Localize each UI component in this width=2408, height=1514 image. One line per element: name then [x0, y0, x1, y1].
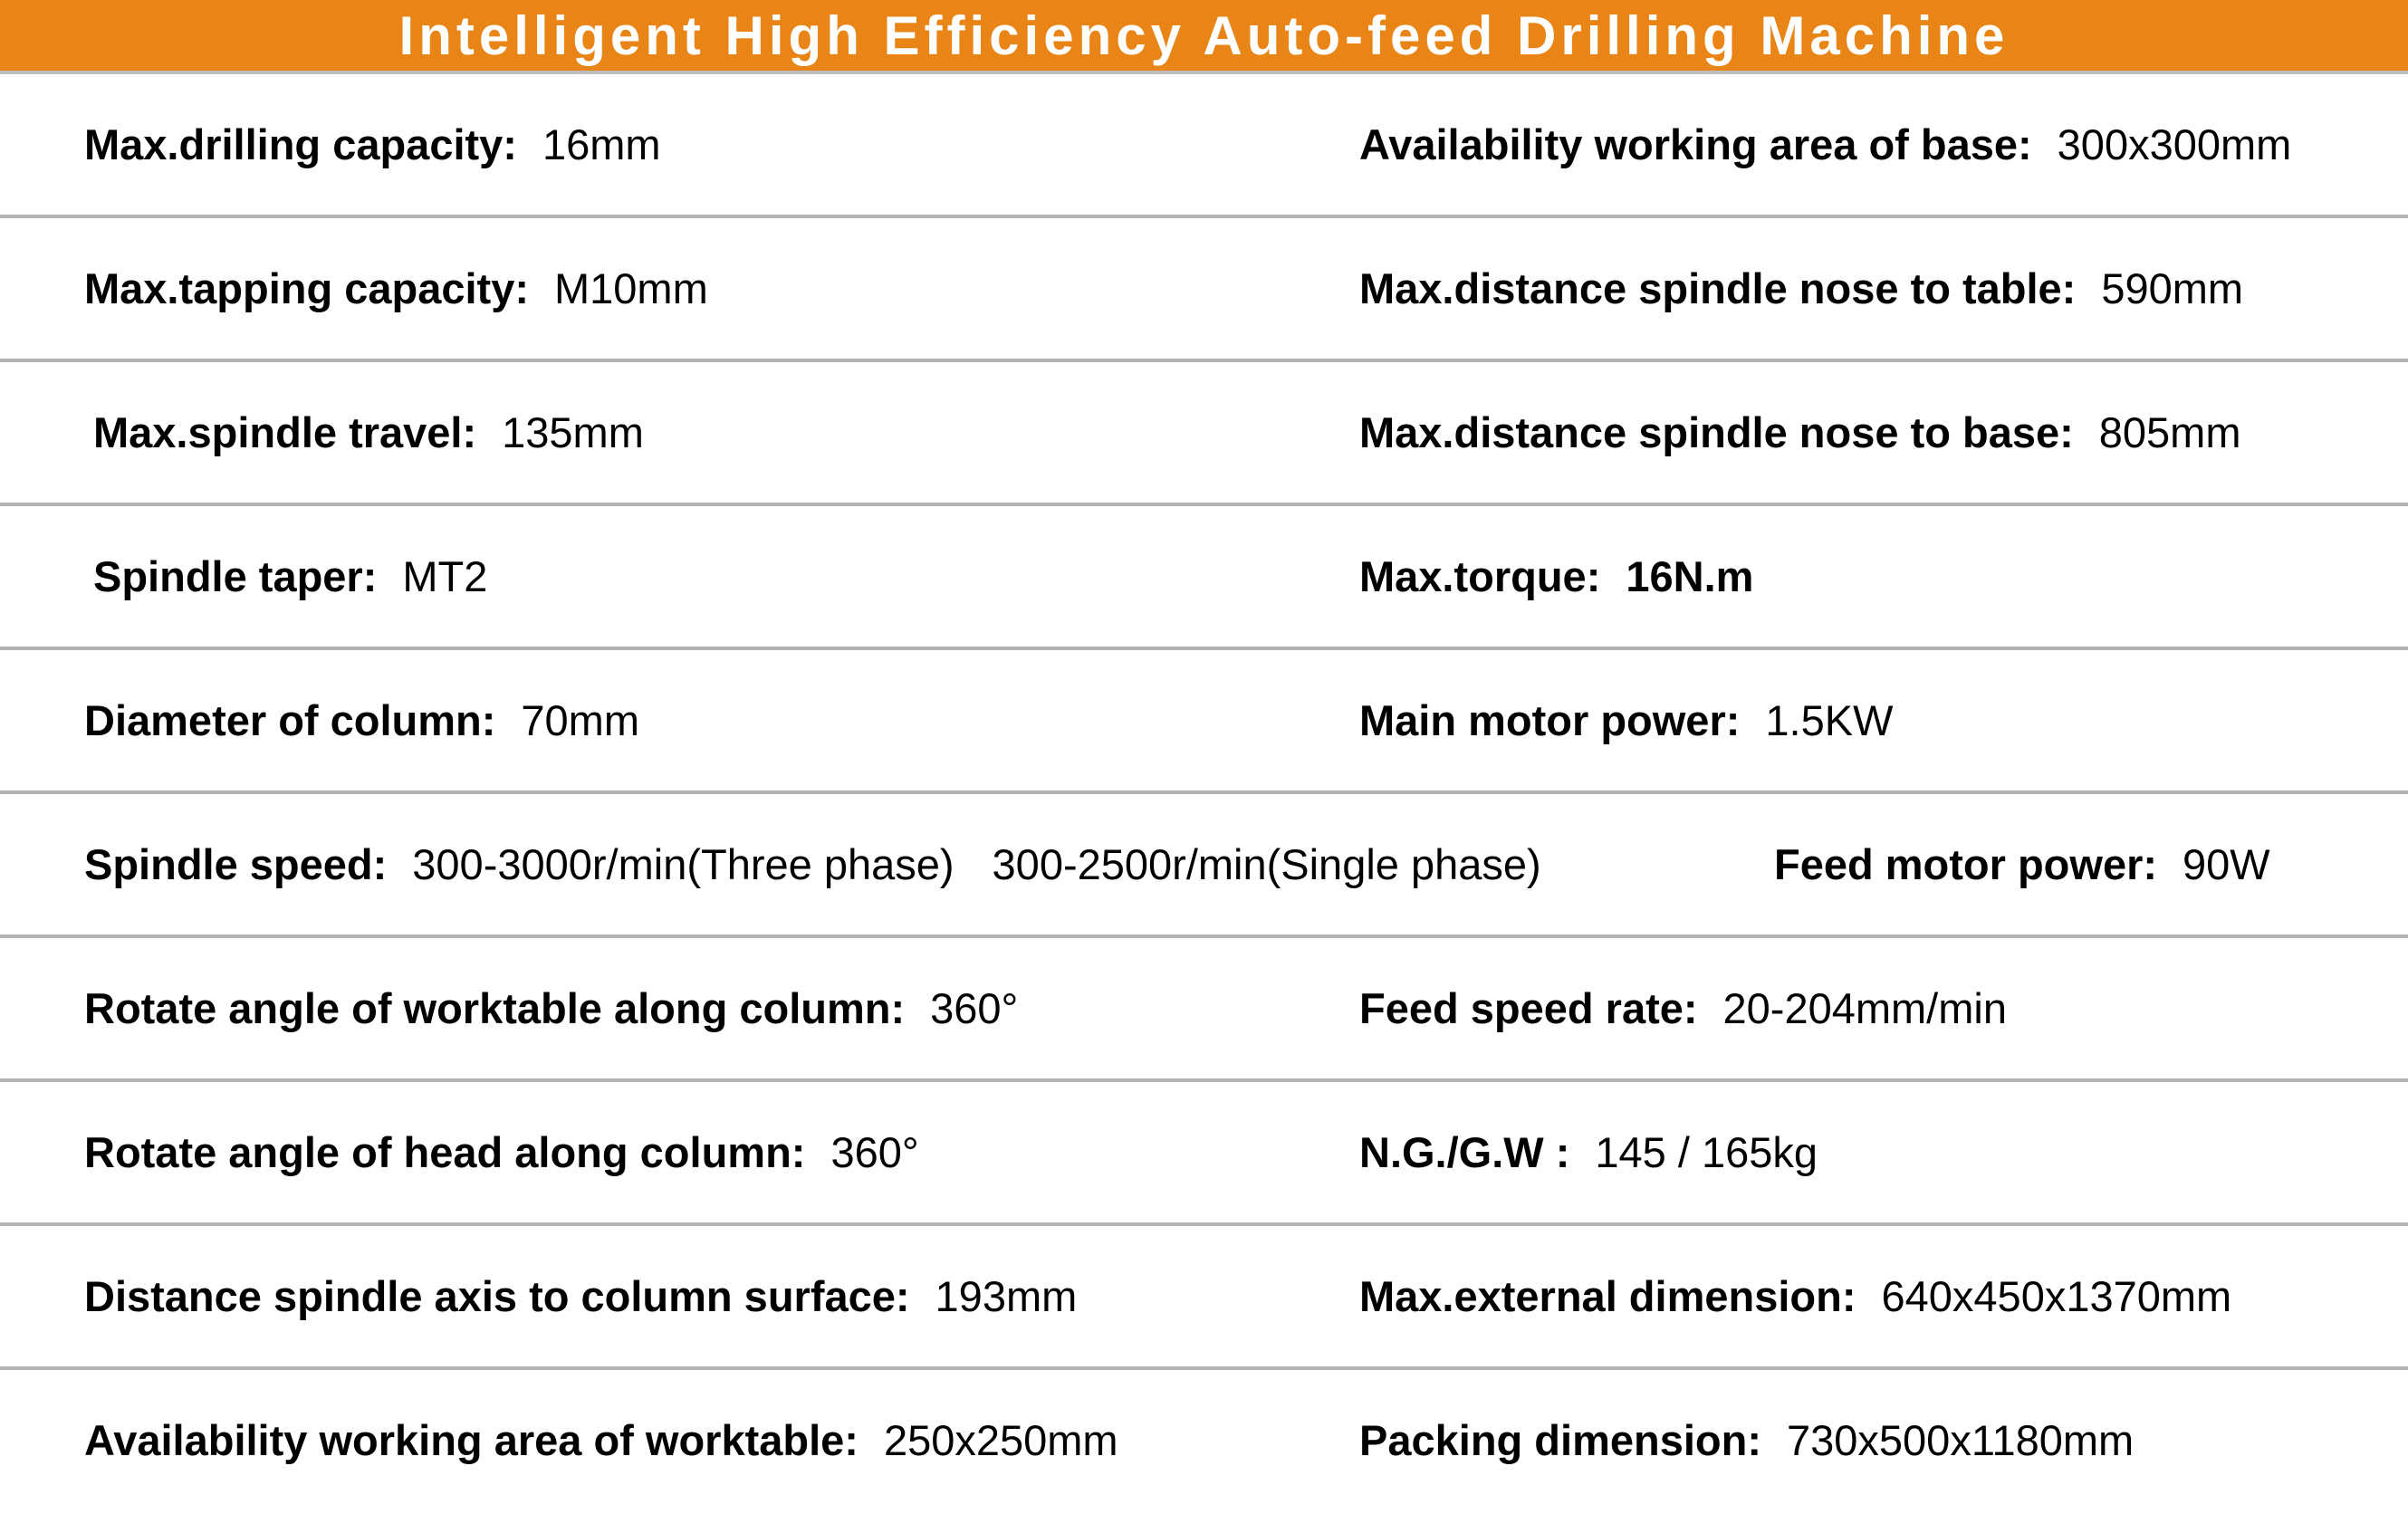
spec-row: Rotate angle of head along column: 360° N.… — [0, 1082, 2408, 1226]
spec-right: N.G./G.W : 145 / 165kg — [1359, 1082, 1818, 1222]
spec-label: Rotate angle of head along column: — [84, 1128, 806, 1176]
spec-value: 16mm — [542, 120, 661, 168]
spec-left: Availability working area of worktable: 2… — [84, 1370, 1118, 1510]
spec-label: Max.torque: — [1359, 552, 1601, 600]
spec-label: Spindle speed: — [84, 840, 388, 888]
spec-value: 1.5KW — [1765, 696, 1894, 744]
spec-label: Max.external dimension: — [1359, 1272, 1856, 1320]
spec-row: Diameter of column: 70mm Main motor power:… — [0, 650, 2408, 794]
spec-value: 590mm — [2101, 264, 2244, 312]
spec-value: 300x300mm — [2057, 120, 2292, 168]
spec-value: 640x450x1370mm — [1881, 1272, 2232, 1320]
spec-left: Max.tapping capacity: M10mm — [84, 218, 708, 359]
spec-right: Feed motor power: 90W — [1774, 794, 2270, 934]
spec-row: Distance spindle axis to column surface:… — [0, 1226, 2408, 1370]
spec-left: Max.spindle travel: 135mm — [93, 362, 644, 503]
spec-value: 730x500x1180mm — [1786, 1416, 2135, 1464]
spec-right: Max.external dimension: 640x450x1370mm — [1359, 1226, 2231, 1366]
spec-right: Feed speed rate: 20-204mm/min — [1359, 938, 2007, 1078]
spec-label: Rotate angle of worktable along column: — [84, 984, 906, 1032]
spec-value: 16N.m — [1626, 552, 1754, 600]
spec-left: Max.drilling capacity: 16mm — [84, 74, 661, 215]
spec-left: Spindle taper: MT2 — [93, 506, 487, 647]
spec-label: N.G./G.W : — [1359, 1128, 1570, 1176]
spec-row: Max.drilling capacity: 16mm Availability w… — [0, 74, 2408, 218]
spec-value: M10mm — [554, 264, 708, 312]
spec-right: Main motor power: 1.5KW — [1359, 650, 1893, 791]
spec-label: Max.distance spindle nose to table: — [1359, 264, 2077, 312]
spec-label: Max.drilling capacity: — [84, 120, 517, 168]
spec-left: Diameter of column: 70mm — [84, 650, 639, 791]
spec-label: Diameter of column: — [84, 696, 496, 744]
spec-left: Rotate angle of worktable along column: 3… — [84, 938, 1018, 1078]
spec-value: 193mm — [935, 1272, 1078, 1320]
spec-value: 20-204mm/min — [1722, 984, 2007, 1032]
spec-label: Feed speed rate: — [1359, 984, 1698, 1032]
spec-value: 90W — [2183, 840, 2270, 888]
spec-row: Max.spindle travel: 135mm Max.distance spi… — [0, 362, 2408, 506]
spec-left: Distance spindle axis to column surface:… — [84, 1226, 1077, 1366]
spec-right: Max.distance spindle nose to base: 805mm — [1359, 362, 2241, 503]
spec-value: 360° — [830, 1128, 919, 1176]
spec-value: 70mm — [521, 696, 639, 744]
spec-left: Rotate angle of head along column: 360° — [84, 1082, 919, 1222]
spec-row: Spindle taper: MT2 Max.torque: 16N.m — [0, 506, 2408, 650]
spec-right: Availability working area of base: 300x30… — [1359, 74, 2291, 215]
spec-label: Main motor power: — [1359, 696, 1741, 744]
spec-label: Availability working area of worktable: — [84, 1416, 859, 1464]
spec-label: Feed motor power: — [1774, 840, 2158, 888]
spec-left: Spindle speed: 300-3000r/min(Three phase)… — [84, 794, 1541, 934]
spec-value: 145 / 165kg — [1595, 1128, 1818, 1176]
spec-right: Max.distance spindle nose to table: 590mm — [1359, 218, 2243, 359]
spec-label: Packing dimension: — [1359, 1416, 1761, 1464]
spec-right: Packing dimension: 730x500x1180mm — [1359, 1370, 2134, 1510]
spec-value: 250x250mm — [883, 1416, 1118, 1464]
spec-label: Spindle taper: — [93, 552, 378, 600]
spec-row: Rotate angle of worktable along column: 3… — [0, 938, 2408, 1082]
page-title: Intelligent High Efficiency Auto-feed Dr… — [398, 5, 2010, 66]
spec-value: 135mm — [502, 408, 644, 456]
title-banner: Intelligent High Efficiency Auto-feed Dr… — [0, 0, 2408, 74]
spec-value-alt: 300-2500r/min(Single phase) — [992, 840, 1541, 888]
spec-label: Distance spindle axis to column surface: — [84, 1272, 910, 1320]
spec-row: Availability working area of worktable: 2… — [0, 1370, 2408, 1514]
spec-row: Spindle speed: 300-3000r/min(Three phase)… — [0, 794, 2408, 938]
spec-value: 805mm — [2098, 408, 2241, 456]
spec-value: 300-3000r/min(Three phase) — [412, 840, 955, 888]
spec-label: Max.distance spindle nose to base: — [1359, 408, 2074, 456]
spec-value: MT2 — [402, 552, 488, 600]
spec-label: Availability working area of base: — [1359, 120, 2032, 168]
spec-label: Max.spindle travel: — [93, 408, 477, 456]
spec-row: Max.tapping capacity: M10mm Max.distance s… — [0, 218, 2408, 362]
spec-right: Max.torque: 16N.m — [1359, 506, 1753, 647]
spec-label: Max.tapping capacity: — [84, 264, 529, 312]
spec-value: 360° — [930, 984, 1019, 1032]
